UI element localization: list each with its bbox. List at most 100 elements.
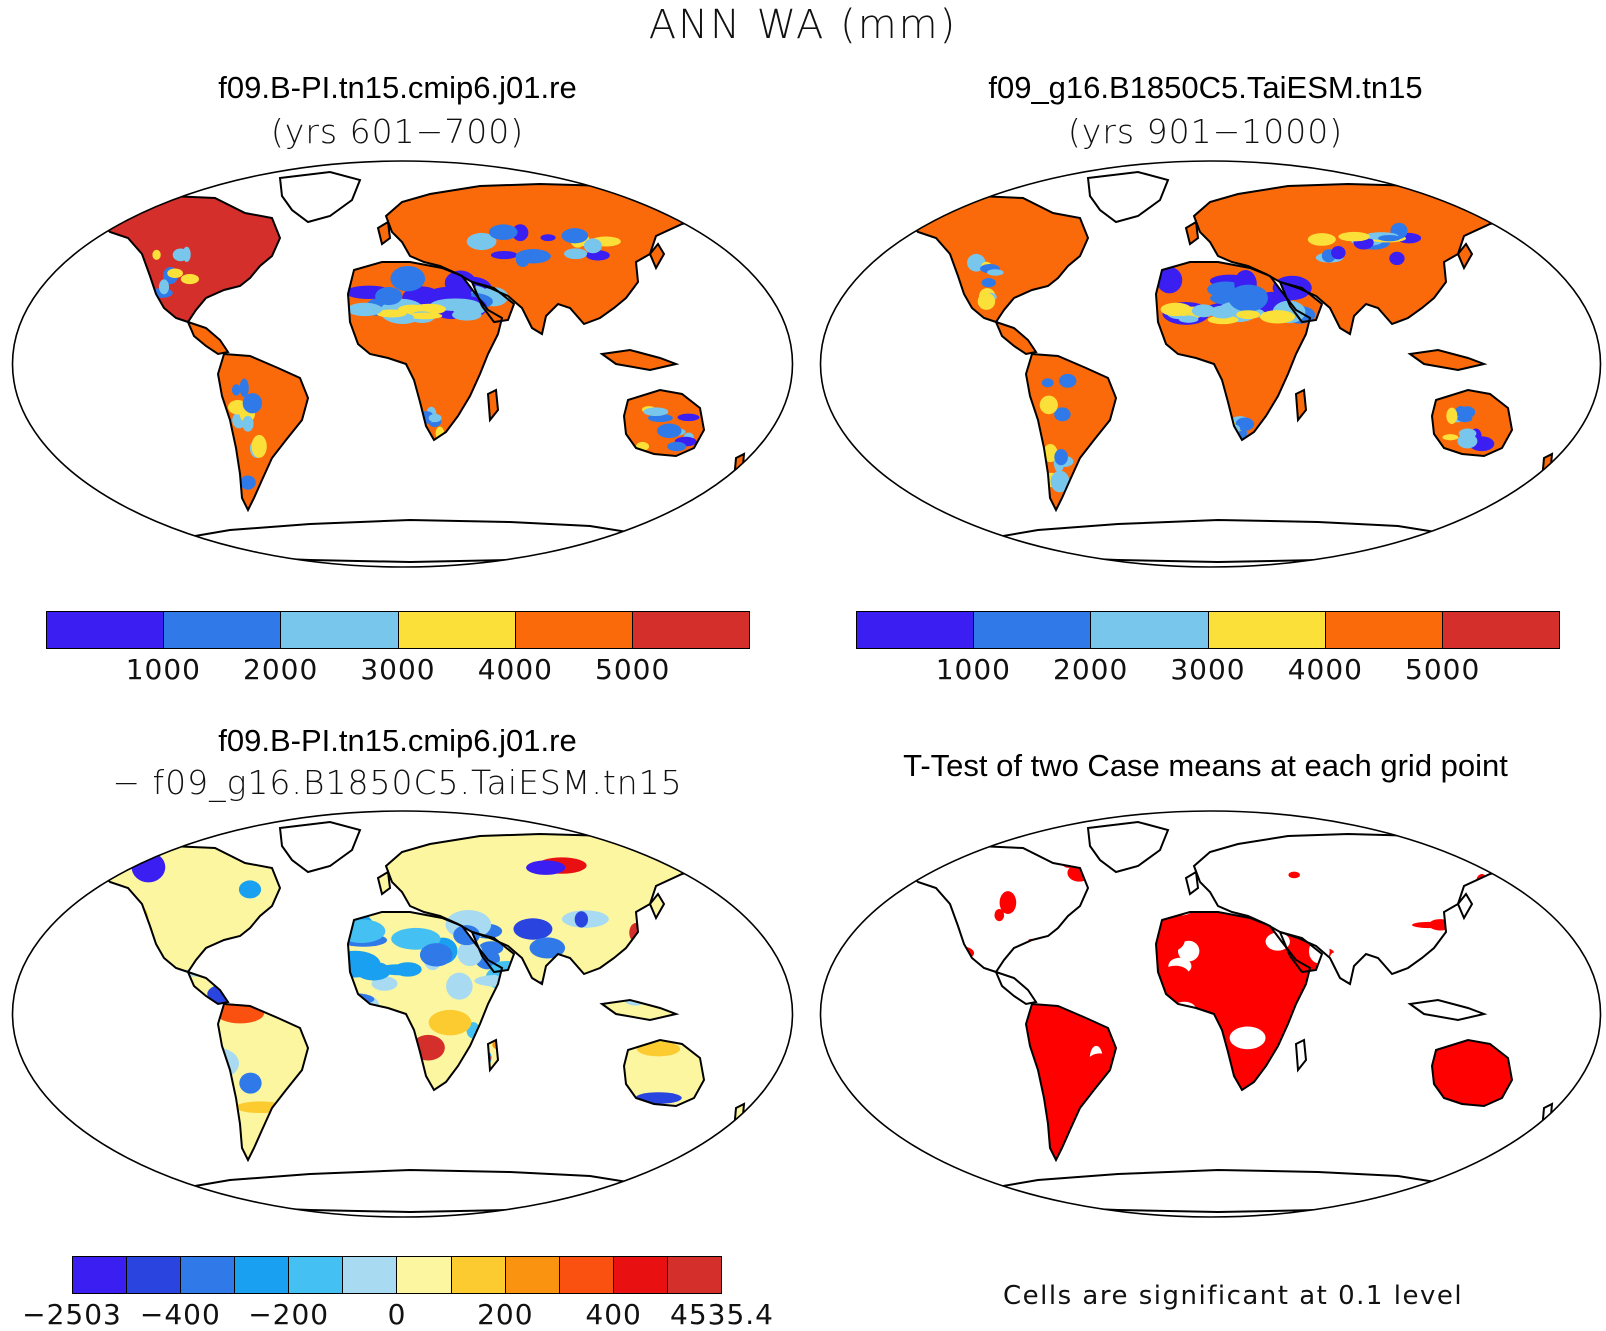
field-patch	[231, 384, 241, 396]
field-patch	[1269, 1096, 1294, 1108]
coastline	[622, 388, 706, 458]
field-patch	[463, 1072, 500, 1083]
coastline	[376, 220, 392, 246]
field-patch	[335, 899, 352, 922]
field-patch	[1298, 858, 1330, 880]
coastline	[470, 280, 516, 324]
colorbar-tick-label: 4535.4	[670, 1298, 774, 1331]
field-patch	[1416, 1069, 1434, 1087]
coastline	[278, 170, 362, 224]
land-region-arabia	[1280, 932, 1322, 972]
panel-subtitle-top-left: (yrs 601−700)	[270, 112, 525, 151]
field-patch	[981, 277, 997, 288]
field-patch	[478, 941, 504, 955]
field-patch	[444, 270, 477, 296]
field-patch	[318, 1037, 364, 1054]
field-patch	[1339, 943, 1354, 953]
field-patch	[977, 292, 996, 310]
land-region-antarctica	[160, 1170, 640, 1212]
field-patch	[564, 248, 588, 260]
field-patch	[490, 250, 518, 260]
field-patch	[172, 248, 189, 262]
land-region-australia	[624, 1040, 704, 1106]
field-patch	[216, 1003, 265, 1024]
field-patch	[945, 1043, 964, 1054]
field-patch	[342, 1018, 358, 1048]
field-patch	[446, 972, 473, 1000]
coastline	[1294, 1038, 1308, 1073]
colorbar-tick-label: −2503	[22, 1298, 122, 1331]
field-patch	[309, 1086, 356, 1114]
land-region-europeAsia	[386, 834, 715, 984]
field-patch	[393, 962, 422, 977]
coastline	[599, 348, 680, 372]
field-patch	[1338, 231, 1370, 242]
colorbar-swatch	[667, 1257, 721, 1293]
colorbar-tick-label: 1000	[935, 653, 1011, 686]
panel-subtitle-bottom-left: − f09_g16.B1850C5.TaiESM.tn15	[112, 763, 683, 802]
field-patch	[1273, 1042, 1297, 1062]
colorbar-swatch	[559, 1257, 614, 1293]
land-region-greenland	[1088, 172, 1168, 222]
field-patch	[337, 919, 386, 943]
field-patch	[466, 232, 497, 251]
map-panel-top-left	[11, 160, 794, 568]
field-patch	[1157, 892, 1190, 908]
coastline	[1086, 170, 1170, 224]
field-patch	[515, 249, 551, 264]
colorbar-swatch	[515, 612, 633, 648]
coastline	[1294, 388, 1308, 423]
field-patch	[138, 1038, 178, 1058]
field-patch	[1496, 855, 1509, 870]
field-patch	[583, 238, 602, 254]
colorbar-swatch	[289, 1257, 344, 1293]
field-patch	[334, 899, 369, 918]
land-region-greenland	[280, 822, 360, 872]
field-patch	[657, 423, 682, 439]
field-patch	[1401, 1072, 1426, 1083]
colorbar-swatch	[857, 612, 975, 648]
field-patch	[635, 1092, 682, 1104]
field-patch	[985, 1079, 1003, 1105]
field-patch	[1051, 1053, 1072, 1067]
field-patch	[574, 911, 589, 928]
field-patch	[300, 915, 352, 945]
field-patch	[1349, 1020, 1377, 1044]
land-region-greenland	[1088, 822, 1168, 872]
colorbar-bottom-left	[72, 1256, 722, 1294]
field-patch	[380, 1007, 393, 1028]
coastline	[904, 194, 1090, 324]
field-patch	[637, 921, 675, 931]
field-patch	[239, 378, 249, 397]
field-patch	[1209, 305, 1237, 319]
field-patch	[126, 1048, 157, 1069]
field-patch	[1267, 962, 1284, 982]
field-patch	[492, 1037, 532, 1053]
field-patch	[985, 1021, 1005, 1030]
colorbar-swatch	[1442, 612, 1560, 648]
colorbar-tick-label: −200	[248, 1298, 330, 1331]
coastline	[1086, 820, 1170, 874]
field-patch	[1470, 1073, 1503, 1091]
land-region-antarctica	[968, 520, 1448, 562]
coastline	[376, 870, 392, 896]
colorbar-tick-label: 400	[585, 1298, 642, 1331]
colorbar-swatch	[235, 1257, 290, 1293]
colorbar-swatch	[974, 612, 1092, 648]
land-region-antarctica	[160, 520, 640, 562]
field-patch	[1496, 1039, 1528, 1054]
coastline	[346, 911, 504, 1092]
field-patch	[1269, 888, 1294, 896]
field-patch	[948, 1071, 965, 1093]
field-patch	[285, 865, 305, 886]
land-region-europeAsia	[1194, 834, 1523, 984]
figure-title: ANN WA (mm)	[648, 2, 958, 48]
colorbar-top-left	[46, 611, 750, 649]
land-region-europeAsia	[1194, 184, 1523, 334]
field-patch	[1198, 1100, 1225, 1119]
coastline	[1407, 348, 1488, 372]
field-patch	[290, 914, 340, 924]
field-patch	[193, 1047, 240, 1080]
field-patch	[235, 1101, 286, 1114]
land-region-antarctica	[968, 1170, 1448, 1212]
